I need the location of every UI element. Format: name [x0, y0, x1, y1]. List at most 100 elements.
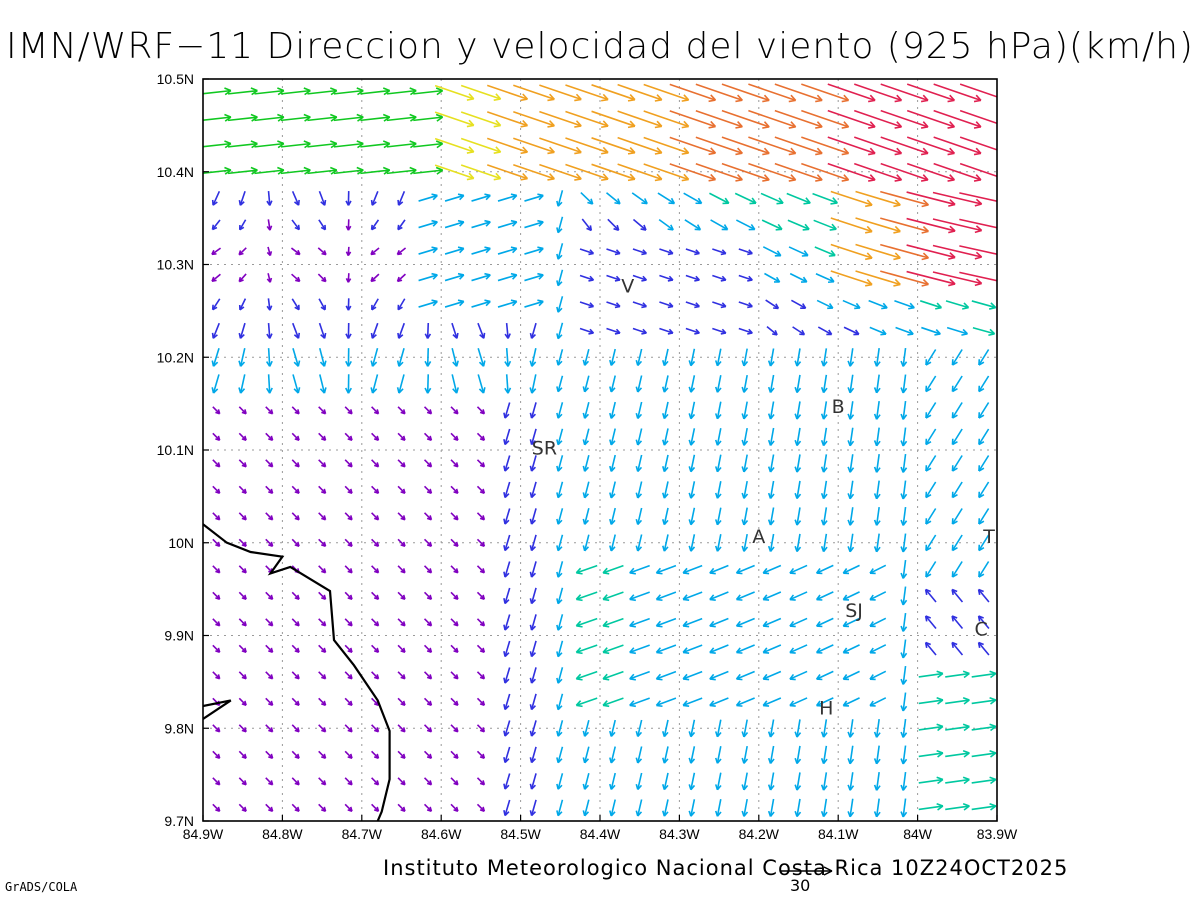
- wind-arrow: [762, 670, 782, 681]
- software-credit: GrADS/COLA: [5, 880, 78, 894]
- wind-arrow: [617, 163, 663, 182]
- wind-arrow: [211, 247, 222, 256]
- wind-arrow: [556, 481, 564, 499]
- wind-arrow: [629, 564, 650, 575]
- wind-arrow: [880, 217, 930, 234]
- wind-arrow: [959, 162, 997, 178]
- wind-arrow: [529, 587, 537, 605]
- wind-arrow: [450, 406, 459, 415]
- wind-arrow: [767, 507, 775, 526]
- y-tick-label: 10.3N: [157, 257, 194, 273]
- wind-arrow: [397, 697, 406, 706]
- wind-arrow: [767, 719, 775, 738]
- wind-arrow: [539, 137, 582, 155]
- wind-arrow: [265, 803, 274, 812]
- wind-arrow: [265, 485, 274, 494]
- wind-arrow: [460, 164, 502, 181]
- wind-arrow: [659, 301, 674, 309]
- wind-arrow: [869, 617, 887, 628]
- wind-arrow: [556, 402, 564, 419]
- x-tick-label: 84.6W: [421, 826, 462, 842]
- wind-arrow: [556, 296, 564, 313]
- wind-arrow: [477, 374, 486, 394]
- wind-arrow: [767, 348, 775, 367]
- wind-arrow: [735, 617, 755, 628]
- wind-arrow: [714, 348, 722, 367]
- wind-arrow: [266, 191, 273, 206]
- wind-arrow: [556, 720, 564, 737]
- wind-arrow: [880, 162, 929, 182]
- wind-arrow: [925, 561, 937, 578]
- wind-arrow: [423, 750, 433, 759]
- wind-arrow: [617, 83, 663, 102]
- x-tick-label: 84.4W: [580, 826, 621, 842]
- wind-arrow: [900, 692, 908, 712]
- map-title: IMN/WRF−11 Direccion y velocidad del vie…: [6, 26, 1194, 67]
- wind-arrow: [423, 512, 433, 521]
- wind-arrow: [212, 538, 221, 547]
- wind-arrow: [344, 618, 353, 627]
- wind-arrow: [607, 218, 620, 231]
- wind-arrow: [932, 191, 983, 207]
- wind-arrow: [582, 799, 590, 817]
- wind-arrow: [418, 299, 438, 308]
- wind-arrow: [767, 454, 775, 473]
- wind-arrow: [669, 136, 717, 156]
- wind-arrow: [951, 375, 963, 393]
- wind-arrow: [360, 140, 391, 149]
- wind-arrow: [631, 192, 648, 205]
- wind-arrow: [659, 248, 674, 256]
- wind-arrow: [579, 248, 595, 256]
- wind-arrow: [972, 326, 996, 336]
- wind-arrow: [820, 533, 828, 553]
- wind-arrow: [503, 614, 511, 631]
- wind-arrow: [476, 459, 486, 468]
- wind-arrow: [767, 427, 775, 446]
- wind-arrow: [556, 534, 564, 552]
- wind-arrow: [497, 299, 518, 308]
- wind-arrow: [767, 401, 775, 420]
- wind-arrow: [774, 162, 823, 182]
- wind-arrow: [333, 113, 364, 122]
- wind-arrow: [688, 534, 696, 552]
- wind-arrow: [434, 164, 475, 181]
- wind-arrow: [978, 428, 990, 446]
- wind-arrow: [900, 586, 908, 606]
- x-tick-label: 84.5W: [500, 826, 541, 842]
- wind-arrow: [371, 432, 380, 441]
- wind-arrow: [238, 750, 247, 759]
- wind-arrow: [688, 799, 696, 817]
- wind-arrow: [635, 534, 643, 552]
- wind-arrow: [211, 219, 221, 231]
- wind-arrow: [695, 136, 743, 156]
- wind-arrow: [906, 217, 956, 234]
- wind-arrow: [476, 671, 486, 680]
- wind-arrow: [918, 802, 944, 811]
- wind-arrow: [211, 273, 221, 283]
- wind-arrow: [582, 401, 590, 419]
- wind-arrow: [786, 192, 811, 205]
- wind-arrow: [579, 301, 595, 309]
- wind-arrow: [662, 507, 669, 526]
- wind-arrow: [738, 327, 753, 335]
- wind-arrow: [344, 459, 353, 468]
- wind-arrow: [847, 533, 855, 553]
- wind-arrow: [318, 459, 327, 468]
- wind-arrow: [291, 406, 300, 415]
- wind-arrow: [873, 427, 881, 447]
- wind-arrow: [669, 83, 717, 103]
- wind-arrow: [397, 644, 406, 653]
- wind-arrow: [741, 374, 749, 393]
- wind-arrow: [344, 644, 353, 653]
- wind-arrow: [971, 300, 997, 310]
- x-tick-label: 84.7W: [342, 826, 383, 842]
- wind-arrow: [959, 136, 997, 151]
- city-label: V: [621, 275, 634, 297]
- wind-arrow: [735, 697, 755, 707]
- wind-arrow: [685, 301, 700, 309]
- wind-arrow: [813, 219, 837, 231]
- wind-arrow: [906, 162, 956, 182]
- wind-arrow: [371, 565, 380, 574]
- wind-arrow: [476, 432, 486, 441]
- scale-arrow: [780, 866, 833, 876]
